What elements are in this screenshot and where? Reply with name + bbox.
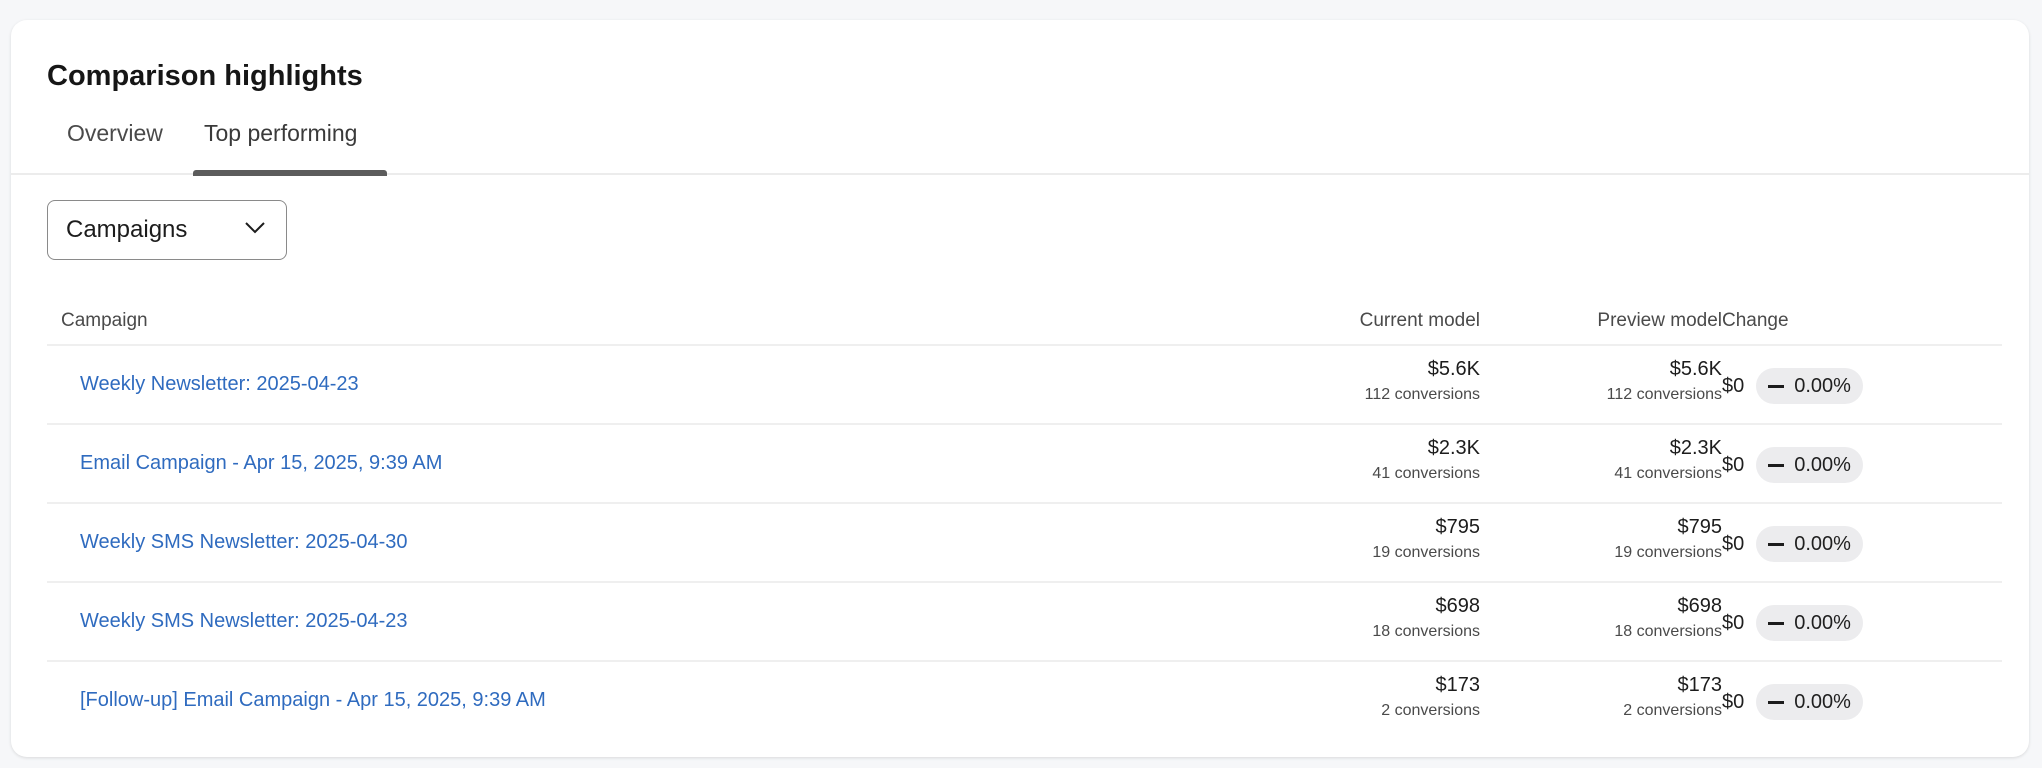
current-model-value: $5.6K [1427,358,1480,380]
change-percent: 0.00% [1794,453,1851,476]
tab-top-performing[interactable]: Top performing [204,120,358,146]
campaign-link[interactable]: Weekly SMS Newsletter: 2025-04-23 [80,610,408,632]
current-model-value: $795 [1435,516,1481,538]
preview-model-value: $698 [1677,595,1723,617]
current-model-conversions: 112 conversions [1364,386,1480,403]
header-preview-model: Preview model [1597,310,1722,331]
preview-model-cell: $2.3K 41 conversions [1422,437,1722,483]
change-value: $0 [1722,374,1745,397]
preview-model-conversions: 19 conversions [1614,544,1722,561]
current-model-conversions: 2 conversions [1381,702,1480,719]
preview-model-cell: $5.6K 112 conversions [1422,358,1722,404]
current-model-cell: $173 2 conversions [1180,674,1480,720]
current-model-cell: $698 18 conversions [1180,595,1480,641]
header-campaign: Campaign [61,310,148,331]
change-percent-badge: 0.00% [1756,447,1863,483]
change-cell: $0 0.00% [1722,447,1863,483]
change-percent: 0.00% [1794,690,1851,713]
preview-model-value: $795 [1677,516,1723,538]
preview-model-cell: $698 18 conversions [1422,595,1722,641]
current-model-conversions: 41 conversions [1372,465,1480,482]
change-value: $0 [1722,532,1745,555]
current-model-value: $698 [1435,595,1481,617]
card-title: Comparison highlights [47,60,363,92]
change-value: $0 [1722,453,1745,476]
no-change-dash-icon [1768,463,1785,467]
comparison-highlights-card: Comparison highlights Overview Top perfo… [11,20,2029,757]
change-percent-badge: 0.00% [1756,684,1863,720]
tab-overview[interactable]: Overview [67,120,163,146]
change-percent-badge: 0.00% [1756,605,1863,641]
campaign-table: Campaign Current model Preview model Cha… [47,278,2002,741]
header-change: Change [1722,310,1789,331]
change-percent: 0.00% [1794,374,1851,397]
preview-model-value: $5.6K [1669,358,1722,380]
campaign-link[interactable]: [Follow-up] Email Campaign - Apr 15, 202… [80,689,546,711]
table-row: [Follow-up] Email Campaign - Apr 15, 202… [47,662,2002,741]
current-model-value: $173 [1435,674,1481,696]
change-cell: $0 0.00% [1722,368,1863,404]
campaign-link[interactable]: Email Campaign - Apr 15, 2025, 9:39 AM [80,452,443,474]
preview-model-conversions: 18 conversions [1614,623,1722,640]
change-percent-badge: 0.00% [1756,526,1863,562]
change-cell: $0 0.00% [1722,605,1863,641]
table-row: Weekly SMS Newsletter: 2025-04-30 $795 1… [47,504,2002,583]
current-model-cell: $5.6K 112 conversions [1180,358,1480,404]
change-cell: $0 0.00% [1722,684,1863,720]
no-change-dash-icon [1768,621,1785,625]
tab-bar: Comparison highlights Overview Top perfo… [11,20,2029,176]
preview-model-cell: $795 19 conversions [1422,516,1722,562]
table-row: Weekly Newsletter: 2025-04-23 $5.6K 112 … [47,346,2002,425]
current-model-conversions: 18 conversions [1372,623,1480,640]
current-model-cell: $795 19 conversions [1180,516,1480,562]
change-percent: 0.00% [1794,611,1851,634]
chevron-down-icon [245,222,265,234]
change-cell: $0 0.00% [1722,526,1863,562]
current-model-cell: $2.3K 41 conversions [1180,437,1480,483]
current-model-conversions: 19 conversions [1372,544,1480,561]
preview-model-conversions: 112 conversions [1606,386,1722,403]
dropdown-selected-value: Campaigns [66,216,188,243]
change-value: $0 [1722,690,1745,713]
preview-model-conversions: 2 conversions [1623,702,1722,719]
campaign-link[interactable]: Weekly Newsletter: 2025-04-23 [80,373,359,395]
preview-model-value: $173 [1677,674,1723,696]
preview-model-conversions: 41 conversions [1614,465,1722,482]
no-change-dash-icon [1768,700,1785,704]
preview-model-cell: $173 2 conversions [1422,674,1722,720]
current-model-value: $2.3K [1427,437,1480,459]
no-change-dash-icon [1768,542,1785,546]
active-tab-indicator [193,170,387,176]
change-value: $0 [1722,611,1745,634]
change-percent: 0.00% [1794,532,1851,555]
table-row: Email Campaign - Apr 15, 2025, 9:39 AM $… [47,425,2002,504]
change-percent-badge: 0.00% [1756,368,1863,404]
preview-model-value: $2.3K [1669,437,1722,459]
header-current-model: Current model [1359,310,1480,331]
table-header: Campaign Current model Preview model Cha… [47,278,2002,346]
table-row: Weekly SMS Newsletter: 2025-04-23 $698 1… [47,583,2002,662]
no-change-dash-icon [1768,384,1785,388]
campaign-link[interactable]: Weekly SMS Newsletter: 2025-04-30 [80,531,408,553]
campaigns-dropdown[interactable]: Campaigns [47,200,287,260]
